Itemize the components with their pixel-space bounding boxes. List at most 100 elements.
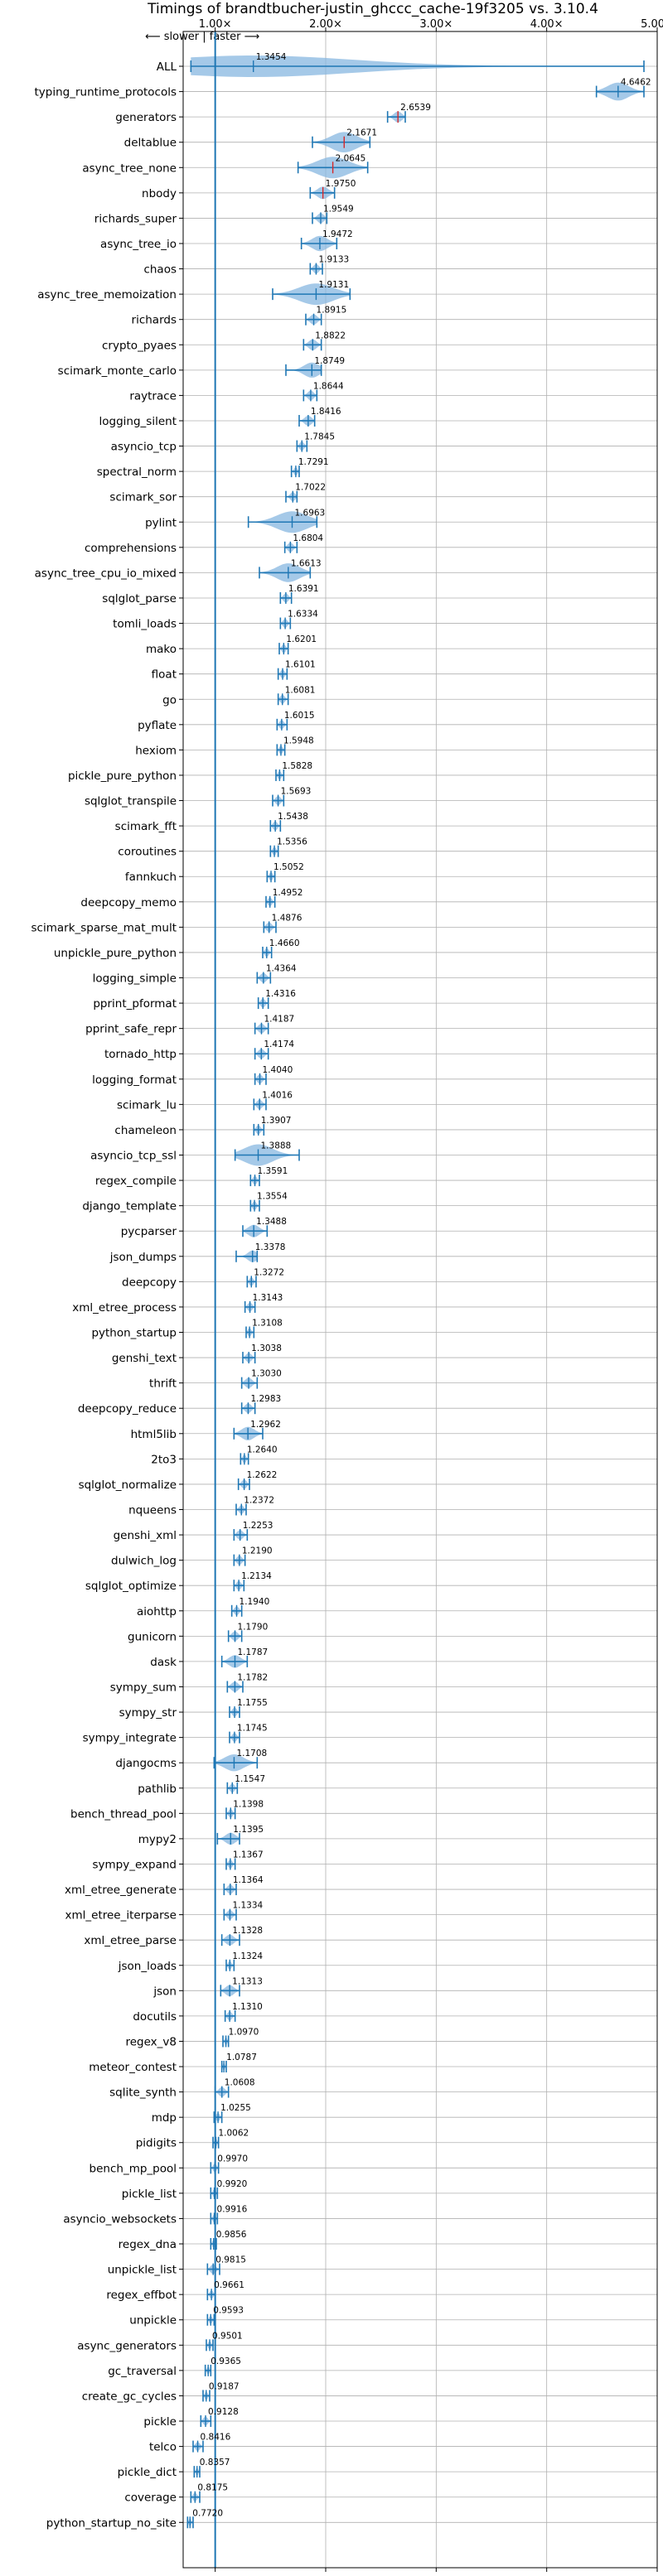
category-label: genshi_text [112,1352,177,1365]
value-label: 1.6015 [284,711,315,721]
x-tick-label: 2.00× [309,18,342,31]
value-label: 0.9920 [217,2179,248,2189]
category-label: pathlib [138,1782,177,1796]
value-label: 1.7291 [298,457,329,467]
value-label: 1.4016 [262,1090,293,1100]
category-label: asyncio_tcp [111,441,177,454]
category-label: python_startup [91,1327,177,1340]
value-label: 1.3888 [261,1141,292,1151]
category-label: regex_compile [95,1175,177,1188]
category-label: json [152,1985,177,1998]
category-label: sqlglot_normalize [79,1479,177,1492]
x-tick-label: 1.00× [199,18,232,31]
value-label: 1.1313 [232,1976,263,1986]
value-label: 1.8822 [315,330,346,340]
value-label: 1.9133 [318,255,349,265]
value-label: 0.9856 [216,2230,247,2240]
value-label: 1.0787 [226,2053,257,2062]
category-label: djangocms [115,1757,177,1770]
category-label: regex_dna [119,2238,177,2251]
category-label: regex_effbot [106,2289,177,2302]
value-label: 1.0608 [225,2078,255,2088]
value-label: 1.3488 [256,1217,287,1227]
category-label: python_startup_no_site [46,2516,177,2530]
category-label: mdp [152,2111,177,2125]
value-label: 1.1310 [232,2002,263,2012]
value-label: 1.1755 [237,1698,268,1708]
category-label: dask [150,1656,177,1669]
category-label: nqueens [128,1503,177,1517]
category-label: gunicorn [128,1630,177,1643]
category-label: logging_format [92,1073,177,1087]
value-label: 0.8175 [197,2483,228,2493]
value-label: 1.8416 [311,407,341,417]
value-label: 1.3554 [257,1192,288,1202]
value-label: 1.4187 [264,1015,294,1025]
plot-frame [182,31,658,2569]
value-label: 1.9472 [322,229,353,239]
value-label: 0.9970 [217,2154,248,2164]
value-label: 1.5948 [283,736,314,745]
category-label: django_template [82,1200,177,1213]
category-label: ALL [157,60,177,74]
category-label: pickle_dict [118,2466,177,2479]
value-label: 1.2190 [242,1546,273,1556]
category-label: pylint [145,516,177,529]
category-label: deepcopy_memo [80,896,177,909]
category-label: scimark_monte_carlo [58,364,177,378]
value-label: 0.8416 [201,2433,231,2443]
value-label: 1.2622 [247,1470,278,1480]
value-label: 0.9916 [217,2204,248,2214]
category-label: richards [132,314,177,327]
value-label: 1.6613 [291,558,322,568]
value-label: 1.4660 [269,938,300,948]
category-label: sqlglot_optimize [85,1580,177,1593]
value-label: 1.5052 [273,862,304,872]
value-label: 1.0255 [220,2103,251,2113]
value-label: 1.8915 [317,306,347,316]
value-label: 0.9128 [208,2407,239,2417]
value-label: 1.7022 [295,483,326,493]
category-label: pickle [143,2415,177,2429]
value-label: 1.1367 [233,1850,264,1860]
category-label: crypto_pyaes [102,339,177,352]
category-label: regex_v8 [125,2035,177,2048]
value-label: 1.6081 [285,685,316,695]
category-label: mako [146,643,177,656]
category-label: go [162,693,177,707]
value-label: 1.3907 [261,1116,292,1126]
label-layer: 1.00× 2.00× 3.00× 4.00× 5.00× ALL typing_runti… [31,18,663,2530]
category-label: telco [149,2441,177,2454]
value-label: 1.5828 [282,761,312,771]
category-label: async_tree_none [82,162,177,175]
category-label: spectral_norm [97,466,177,479]
category-label: logging_silent [99,415,177,428]
value-label: 1.1324 [232,1951,263,1961]
category-label: sympy_expand [92,1858,177,1871]
value-label: 0.9661 [214,2280,244,2290]
category-label: pickle_list [122,2188,177,2201]
value-label: 1.4040 [263,1065,293,1075]
value-label: 1.5356 [277,837,307,847]
value-label: 0.8357 [200,2458,230,2467]
category-label: chameleon [114,1124,177,1137]
value-label: 1.1334 [232,1901,263,1911]
value-label: 1.3038 [251,1343,282,1353]
category-label: create_gc_cycles [82,2390,177,2403]
value-label: 0.9187 [209,2381,240,2391]
value-label: 1.9131 [318,280,349,290]
category-label: xml_etree_generate [65,1884,177,1897]
value-label: 1.0970 [229,2027,259,2037]
value-label: 1.4316 [265,989,296,999]
category-label: 2to3 [151,1453,177,1466]
category-label: generators [115,111,177,124]
category-label: json_dumps [109,1251,177,1264]
value-label: 0.7720 [192,2508,223,2518]
value-label: 0.9593 [213,2306,244,2316]
value-label: 1.2983 [250,1394,281,1404]
value-label: 1.3454 [256,52,287,62]
x-tick-label: 4.00× [530,18,564,31]
category-label: aiohttp [137,1605,177,1618]
value-label: 1.0062 [218,2129,249,2139]
